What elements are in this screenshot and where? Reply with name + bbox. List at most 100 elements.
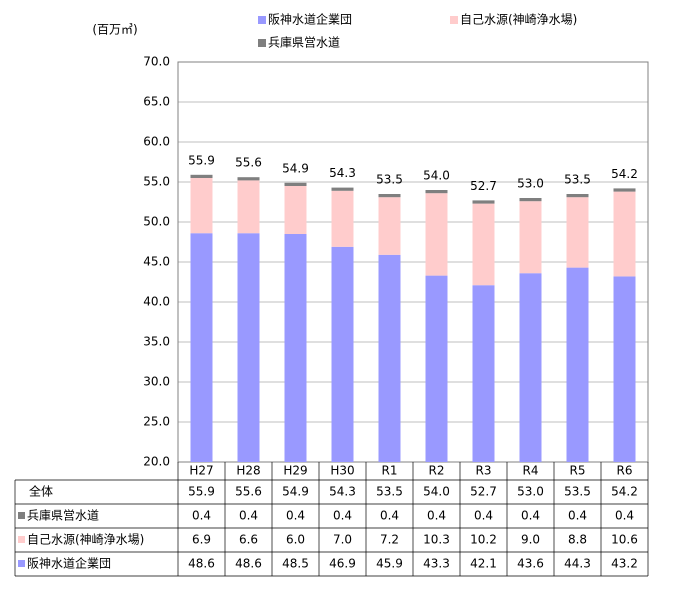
y-tick-label: 65.0 [143,95,170,109]
x-tick-label: R4 [523,464,539,478]
bar-segment [331,246,354,462]
total-label: 54.0 [423,169,450,183]
table-cell: 54.0 [423,485,450,499]
table-cell: 53.5 [376,485,403,499]
table-cell: 0.4 [380,509,399,523]
bar-segment [378,194,401,198]
table-cell: 52.7 [470,485,497,499]
table-cell: 0.4 [427,509,446,523]
y-tick-label: 40.0 [143,295,170,309]
row-label: 阪神水道企業団 [27,556,111,571]
table-cell: 42.1 [470,557,497,571]
table-cell: 10.2 [470,533,497,547]
row-label: 兵庫県営水道 [27,509,99,523]
y-tick-label: 20.0 [143,455,170,469]
bar-segment [237,233,260,462]
legend-label: 阪神水道企業団 [268,12,352,27]
table-cell: 10.3 [423,533,450,547]
bar-segment [190,174,213,178]
bar-segment [331,187,354,191]
table-cell: 6.0 [286,533,305,547]
legend-swatch [258,39,266,47]
bar-segment [190,178,213,234]
x-tick-label: H27 [189,464,213,478]
total-label: 55.6 [235,156,262,170]
x-tick-label: H30 [330,464,354,478]
table-cell: 0.4 [521,509,540,523]
table-cell: 0.4 [192,509,211,523]
table-cell: 43.2 [611,557,638,571]
x-tick-label: R3 [476,464,492,478]
y-tick-label: 50.0 [143,215,170,229]
x-tick-label: R6 [617,464,633,478]
table-cell: 55.9 [188,485,215,499]
table-cell: 48.6 [235,557,262,571]
table-cell: 0.4 [333,509,352,523]
bar-segment [519,201,542,274]
y-axis-unit: (百万㎥) [92,23,137,37]
legend-swatch [258,16,266,24]
table-cell: 43.6 [517,557,544,571]
bar-segment [378,254,401,462]
y-tick-label: 45.0 [143,255,170,269]
table-cell: 55.6 [235,485,262,499]
y-tick-label: 35.0 [143,335,170,349]
bar-segment [613,188,636,192]
table-cell: 9.0 [521,533,540,547]
table-cell: 54.3 [329,485,356,499]
table-cell: 0.4 [286,509,305,523]
y-tick-label: 60.0 [143,135,170,149]
bar-segment [613,191,636,277]
table-cell: 54.2 [611,485,638,499]
total-label: 53.0 [517,177,544,191]
x-tick-label: R2 [429,464,445,478]
legend-label: 兵庫県営水道 [268,36,340,50]
table-cell: 0.4 [239,509,258,523]
table-cell: 48.6 [188,557,215,571]
total-label: 54.2 [611,167,638,181]
table-cell: 8.8 [568,533,587,547]
bar-segment [519,198,542,202]
table-cell: 6.6 [239,533,258,547]
x-tick-label: R5 [570,464,586,478]
bar-segment [425,193,448,276]
y-tick-label: 55.0 [143,175,170,189]
bar-segment [472,200,495,204]
y-tick-label: 25.0 [143,415,170,429]
bar-segment [425,275,448,462]
y-tick-label: 70.0 [143,55,170,69]
x-tick-label: H29 [283,464,307,478]
total-label: 54.3 [329,166,356,180]
bars [190,174,636,462]
bar-segment [566,194,589,198]
table-cell: 54.9 [282,485,309,499]
table-cell: 53.0 [517,485,544,499]
bar-segment [237,180,260,234]
row-label: 全体 [29,484,53,499]
bar-segment [472,285,495,462]
bar-segment [284,186,307,234]
bar-segment [613,276,636,462]
bar-segment [331,190,354,247]
legend-swatch [450,16,458,24]
table-cell: 43.3 [423,557,450,571]
bar-segment [425,190,448,194]
row-label: 自己水源(神崎浄水場) [27,533,144,547]
x-tick-label: H28 [236,464,260,478]
table-cell: 6.9 [192,533,211,547]
bar-segment [190,233,213,462]
bar-segment [519,273,542,462]
total-label: 52.7 [470,179,497,193]
row-swatch [18,560,25,567]
table-cell: 46.9 [329,557,356,571]
table-cell: 0.4 [568,509,587,523]
table-cell: 10.6 [611,533,638,547]
bar-segment [284,234,307,462]
x-tick-label: R1 [382,464,398,478]
bar-segment [284,182,307,186]
table-cell: 0.4 [615,509,634,523]
table-cell: 53.5 [564,485,591,499]
row-swatch [18,536,25,543]
bar-segment [566,197,589,268]
